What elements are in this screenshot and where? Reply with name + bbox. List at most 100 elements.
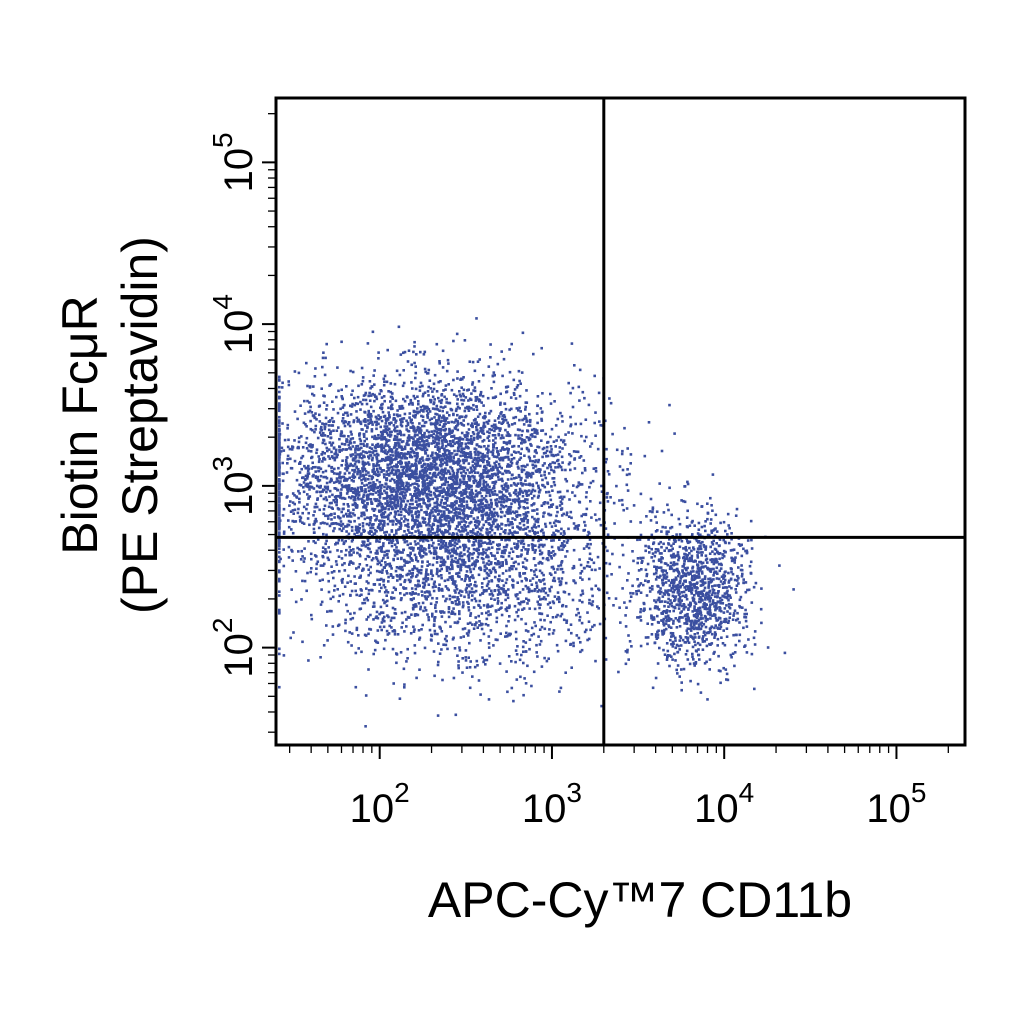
event-dot [356,531,359,534]
event-dot [500,434,504,437]
event-dot [362,464,365,468]
event-dot [461,402,464,406]
event-dot [399,472,403,475]
event-dot [522,468,526,472]
event-dot [293,410,297,413]
event-dot [395,661,398,665]
event-dot [502,414,506,417]
event-dot [472,528,475,531]
event-dot [305,507,308,511]
event-dot [315,418,318,421]
event-dot [521,561,525,564]
event-dot [326,522,329,526]
event-dot [398,519,401,523]
event-dot [555,529,558,532]
event-dot [555,514,558,518]
event-dot [316,560,320,563]
event-dot [621,468,625,472]
event-dot [406,436,410,440]
event-dot [278,405,281,408]
event-dot [331,424,335,427]
event-dot [370,502,374,505]
event-dot [389,449,393,453]
event-dot [339,493,343,497]
event-dot [278,498,281,501]
event-dot [375,457,379,461]
event-dot [342,542,346,546]
event-dot [396,432,400,436]
event-dot [442,435,445,438]
event-dot [415,467,418,470]
event-dot [450,408,454,412]
event-dot [412,426,415,430]
event-dot [302,522,306,525]
event-dot [344,467,347,470]
event-dot [434,518,438,521]
event-dot [445,417,449,420]
event-dot [475,494,479,498]
event-dot [507,458,511,461]
event-dot [479,436,482,439]
event-dot [517,445,520,448]
event-dot [343,443,347,446]
event-dot [442,473,445,477]
event-dot [353,611,356,615]
event-dot [499,392,502,396]
event-dot [377,502,380,506]
event-dot [528,472,532,476]
event-dot [363,393,367,397]
event-dot [490,528,494,532]
event-dot [435,457,439,460]
event-dot [381,505,385,509]
event-dot [396,541,399,545]
event-dot [531,509,534,512]
event-dot [506,431,509,434]
event-dot [562,540,566,543]
event-dot [462,496,466,500]
event-dot [455,481,458,484]
event-dot [465,666,469,669]
event-dot [455,453,459,456]
event-dot [452,547,456,550]
event-dot [328,441,332,444]
event-dot [452,532,455,536]
event-dot [510,477,513,481]
event-dot [383,615,386,619]
event-dot [279,557,282,561]
event-dot [385,452,389,455]
event-dot [378,625,382,629]
event-dot [445,460,449,463]
event-dot [444,444,448,448]
event-dot [427,533,431,537]
event-dot [472,403,475,407]
event-dot [340,550,343,553]
event-dot [518,379,521,383]
event-dot [338,527,341,531]
event-dot [361,525,365,528]
event-dot [340,442,344,446]
event-dot [389,564,393,568]
event-dot [318,420,322,423]
event-dot [637,616,641,619]
event-dot [531,515,534,519]
event-dot [497,585,501,589]
event-dot [531,548,535,552]
event-dot [324,486,328,490]
event-dot [330,565,333,568]
event-dot [424,420,428,424]
event-dot [414,492,417,495]
event-dot [533,621,536,624]
event-dot [362,495,365,498]
event-dot [297,440,301,444]
event-dot [518,418,521,422]
event-dot [357,528,360,532]
event-dot [448,571,451,575]
event-dot [304,441,308,445]
event-dot [304,474,308,478]
event-dot [600,484,603,488]
event-dot [418,502,422,506]
event-dot [514,510,518,513]
event-dot [533,517,536,521]
event-dot [490,505,493,509]
event-dot [431,463,434,466]
